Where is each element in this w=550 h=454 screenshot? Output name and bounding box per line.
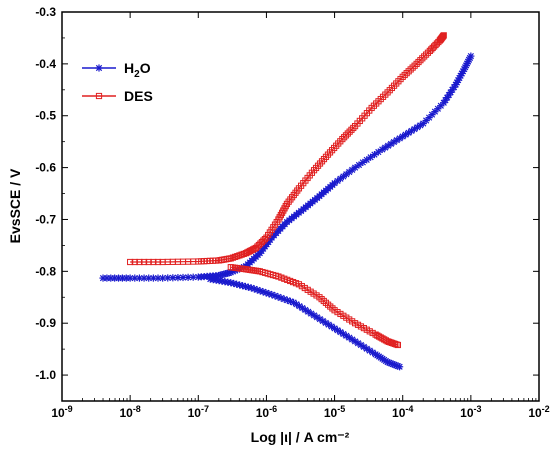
y-tick-label: -0.6	[35, 161, 56, 175]
data-point	[131, 258, 138, 266]
data-point	[341, 134, 348, 141]
x-tick-label: 10-3	[460, 404, 481, 420]
data-point	[359, 158, 367, 167]
data-point	[417, 57, 424, 64]
data-point	[395, 363, 404, 371]
data-point	[140, 258, 148, 266]
data-point	[467, 52, 475, 60]
data-point	[440, 32, 447, 40]
legend: H2O DES	[82, 60, 153, 104]
data-point	[370, 151, 379, 159]
data-point	[355, 161, 363, 169]
data-point	[403, 70, 410, 77]
x-tick-label: 10-5	[324, 404, 345, 420]
data-point	[411, 62, 418, 69]
series-branch	[99, 52, 475, 282]
data-point	[405, 68, 412, 75]
data-point	[422, 51, 430, 58]
series-line	[103, 55, 472, 279]
data-point	[339, 135, 346, 143]
data-point	[366, 153, 375, 161]
data-point	[363, 156, 371, 164]
y-tick-label: -0.3	[35, 5, 56, 19]
y-tick-label: -0.8	[35, 264, 56, 278]
data-point	[374, 148, 382, 156]
data-point	[409, 64, 416, 71]
series-branch	[206, 275, 404, 371]
data-point	[350, 124, 357, 132]
x-tick-label: 10-7	[188, 404, 209, 420]
data-point	[140, 274, 148, 282]
data-point	[348, 126, 355, 133]
x-tick-labels: 10-9 10-8 10-7 10-6 10-5 10-4 10-3 10-2	[51, 404, 549, 420]
data-point	[440, 32, 447, 39]
x-tick-label: 10-2	[528, 404, 549, 420]
data-point	[401, 71, 408, 79]
x-axis-title: Log |ι| / A cm⁻²	[251, 429, 350, 445]
y-tick-label: -0.9	[35, 316, 56, 330]
y-tick-label: -0.4	[35, 57, 56, 71]
data-point	[126, 274, 134, 282]
data-point	[399, 73, 406, 80]
y-tick-label: -0.5	[35, 109, 56, 123]
y-tick-label: -1.0	[35, 368, 56, 382]
legend-entry: DES	[82, 88, 153, 104]
data-point	[393, 341, 400, 348]
y-tick-label: -0.7	[35, 212, 56, 226]
legend-label: DES	[124, 88, 153, 104]
x-tick-label: 10-4	[392, 404, 413, 420]
data-point	[154, 258, 162, 266]
data-point	[415, 58, 422, 66]
data-point	[154, 274, 162, 282]
series-layer	[99, 32, 475, 371]
data-point	[351, 164, 359, 172]
data-point	[394, 341, 402, 349]
legend-marker	[95, 64, 103, 72]
x-tick-label: 10-8	[119, 404, 140, 420]
plot-frame	[61, 11, 540, 402]
series-branch	[127, 32, 447, 266]
series-line	[130, 34, 445, 263]
data-point	[407, 66, 414, 73]
x-tick-label: 10-9	[51, 404, 72, 420]
legend-marker	[95, 92, 103, 100]
data-point	[413, 60, 420, 67]
data-point	[439, 33, 446, 40]
series-branch	[227, 264, 402, 349]
data-point	[382, 337, 389, 344]
axis-ticks	[61, 11, 540, 401]
data-point	[450, 83, 458, 91]
y-tick-labels: -0.3 -0.4 -0.5 -0.6 -0.7 -0.8 -0.9 -1.0	[35, 5, 56, 382]
legend-entry: H2O	[82, 60, 151, 80]
data-point	[136, 258, 143, 266]
data-point	[127, 258, 134, 266]
data-point	[424, 49, 432, 56]
y-axis-title: EvsSCE / V	[7, 168, 23, 243]
data-point	[261, 236, 269, 243]
data-point	[174, 274, 182, 282]
data-point	[421, 53, 428, 60]
data-point	[145, 258, 152, 266]
data-point	[344, 130, 351, 137]
x-tick-label: 10-6	[256, 404, 277, 420]
data-point	[419, 55, 426, 62]
data-point	[131, 274, 139, 282]
data-point	[346, 128, 353, 135]
legend-label: H2O	[124, 60, 151, 80]
data-point	[342, 132, 350, 139]
series-des	[127, 32, 447, 349]
data-point	[150, 258, 157, 266]
